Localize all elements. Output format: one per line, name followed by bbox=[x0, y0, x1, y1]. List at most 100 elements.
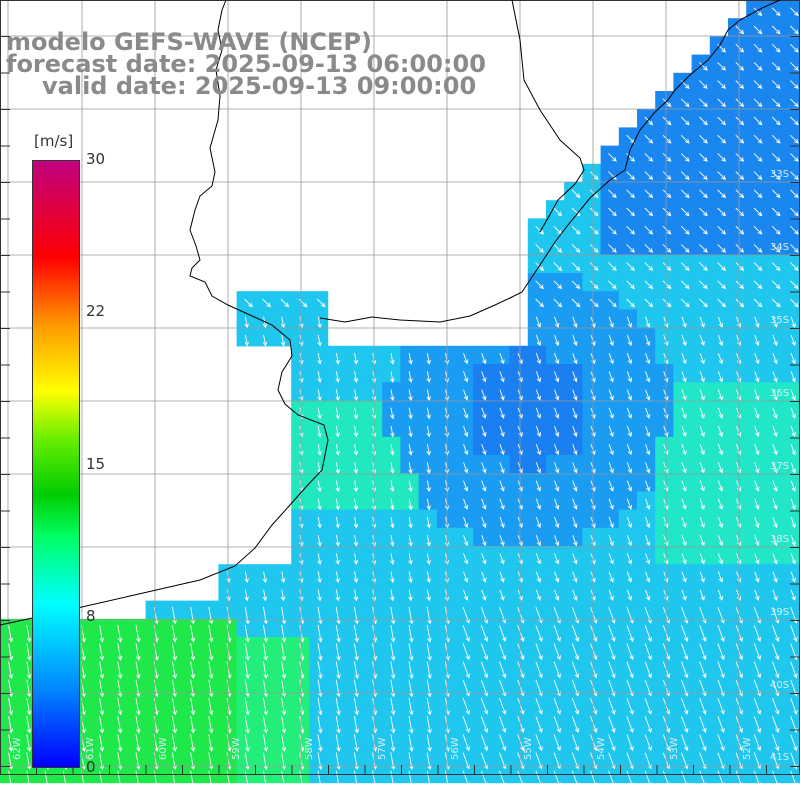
wind-arrow bbox=[281, 697, 287, 716]
wind-arrow bbox=[753, 697, 762, 715]
wind-arrow bbox=[699, 244, 708, 253]
wind-arrow bbox=[735, 80, 745, 89]
wind-arrow bbox=[408, 407, 413, 420]
wind-arrow bbox=[790, 589, 796, 601]
wind-arrow bbox=[717, 643, 725, 661]
wind-arrow bbox=[499, 589, 505, 601]
wind-cell bbox=[782, 236, 800, 256]
wind-arrow bbox=[190, 716, 196, 734]
wind-arrow bbox=[772, 625, 780, 642]
wind-arrow bbox=[645, 353, 651, 365]
wind-arrow bbox=[390, 389, 395, 402]
wind-arrow bbox=[244, 734, 250, 752]
wind-arrow bbox=[553, 625, 561, 642]
wind-arrow bbox=[735, 134, 745, 144]
wind-arrow bbox=[190, 679, 196, 698]
wind-arrow bbox=[99, 679, 105, 698]
wind-arrow bbox=[335, 697, 341, 716]
wind-arrow bbox=[699, 462, 705, 474]
lon-label: 55W bbox=[523, 737, 534, 760]
wind-arrow bbox=[735, 225, 745, 235]
wind-arrow bbox=[645, 371, 651, 383]
wind-arrow bbox=[390, 425, 395, 438]
wind-arrow bbox=[390, 643, 396, 661]
wind-arrow bbox=[408, 643, 414, 661]
wind-arrow bbox=[735, 280, 745, 290]
wind-arrow bbox=[317, 679, 323, 698]
wind-arrow bbox=[517, 625, 525, 642]
wind-arrow bbox=[408, 679, 414, 698]
lon-label: 56W bbox=[450, 737, 461, 760]
wind-arrow bbox=[735, 116, 745, 126]
wind-arrow bbox=[717, 444, 724, 456]
wind-arrow bbox=[589, 171, 599, 180]
wind-arrow bbox=[753, 171, 763, 180]
wind-arrow bbox=[754, 571, 760, 583]
wind-arrow bbox=[626, 625, 634, 642]
wind-arrow bbox=[499, 371, 505, 383]
wind-arrow bbox=[317, 425, 322, 438]
wind-arrow bbox=[644, 716, 652, 733]
wind-arrow bbox=[736, 389, 742, 401]
wind-cell bbox=[782, 72, 800, 92]
wind-arrow bbox=[317, 661, 323, 680]
wind-arrow bbox=[608, 480, 614, 492]
wind-arrow bbox=[481, 425, 487, 438]
wind-arrow bbox=[426, 697, 432, 716]
wind-arrow bbox=[662, 280, 672, 290]
wind-arrow bbox=[408, 770, 414, 789]
wind-arrow bbox=[390, 535, 395, 547]
wind-arrow bbox=[408, 734, 414, 752]
wind-arrow bbox=[353, 462, 359, 474]
wind-arrow bbox=[462, 697, 470, 715]
wind-arrow bbox=[681, 425, 687, 438]
wind-arrow bbox=[699, 334, 705, 347]
lat-lon-grid bbox=[0, 0, 800, 775]
wind-arrow bbox=[390, 679, 396, 698]
wind-arrow bbox=[426, 371, 431, 383]
wind-arrow bbox=[390, 444, 395, 456]
wind-arrow bbox=[680, 171, 690, 180]
wind-arrow bbox=[626, 734, 634, 752]
wind-arrow bbox=[790, 280, 799, 290]
wind-arrow bbox=[481, 535, 487, 547]
wind-arrow bbox=[717, 189, 726, 199]
wind-arrow bbox=[790, 98, 799, 108]
wind-arrow bbox=[426, 444, 431, 456]
wind-arrow bbox=[608, 498, 614, 510]
wind-arrow bbox=[681, 462, 687, 474]
wind-arrow bbox=[753, 298, 763, 308]
wind-arrow bbox=[626, 516, 633, 529]
wind-arrow bbox=[535, 480, 542, 492]
wind-arrow bbox=[699, 62, 708, 71]
wind-arrow bbox=[699, 262, 708, 271]
wind-arrow bbox=[626, 244, 635, 253]
wind-arrow bbox=[736, 516, 742, 529]
wind-arrow bbox=[644, 770, 652, 788]
wind-arrow bbox=[608, 734, 616, 752]
wind-arrow bbox=[644, 134, 654, 144]
wind-arrow bbox=[736, 334, 742, 347]
wind-arrow bbox=[681, 716, 689, 733]
lat-label: 38S bbox=[770, 534, 789, 545]
wind-arrow bbox=[735, 244, 745, 253]
wind-arrow bbox=[426, 498, 431, 511]
wind-arrow bbox=[553, 298, 563, 308]
wind-arrow bbox=[790, 134, 799, 144]
coastline bbox=[0, 0, 329, 626]
wind-cell bbox=[782, 509, 800, 529]
wind-arrow bbox=[790, 262, 799, 271]
wind-arrow bbox=[662, 770, 671, 788]
wind-arrow bbox=[426, 480, 431, 493]
lon-label: 53W bbox=[669, 737, 680, 760]
wind-arrow bbox=[335, 535, 340, 547]
wind-arrow bbox=[589, 225, 599, 235]
wind-arrow bbox=[717, 371, 724, 383]
wind-arrow bbox=[244, 625, 250, 643]
wind-arrow bbox=[535, 225, 544, 235]
wind-arrow bbox=[554, 444, 560, 456]
wind-arrow bbox=[772, 734, 780, 752]
wind-arrow bbox=[480, 661, 489, 679]
wind-arrow bbox=[663, 498, 669, 510]
wind-arrow bbox=[408, 553, 413, 565]
